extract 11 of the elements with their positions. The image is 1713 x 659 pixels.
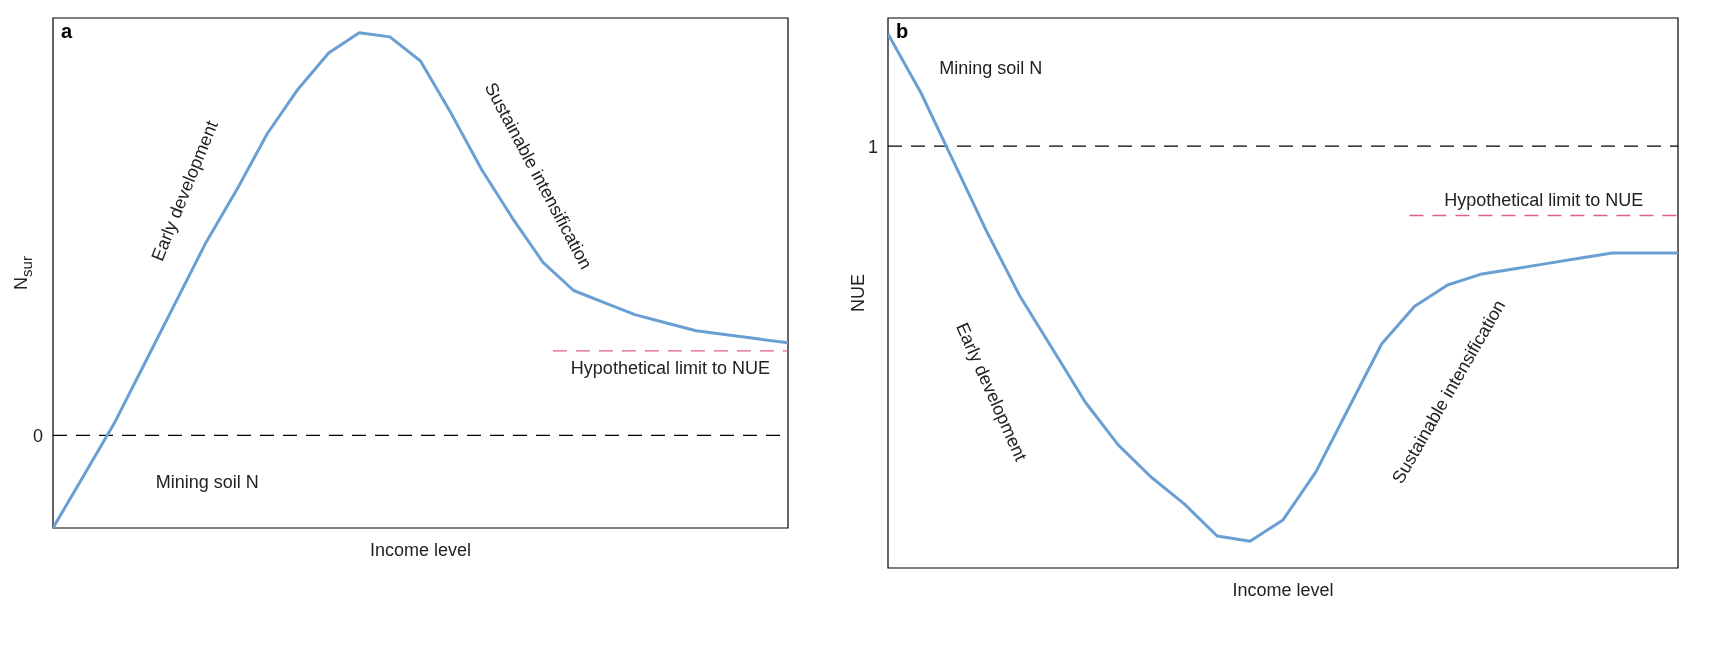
annotation: Mining soil N bbox=[155, 471, 259, 493]
ref-line-label: Hypothetical limit to NUE bbox=[570, 357, 770, 378]
x-axis-title: Income level bbox=[368, 540, 473, 561]
ref-line-label: 0 bbox=[32, 425, 43, 446]
ref-line-label: Hypothetical limit to NUE bbox=[1444, 189, 1644, 210]
x-axis-title: Income level bbox=[1231, 580, 1335, 601]
ref-line-label: 1 bbox=[867, 136, 878, 157]
chart-title: a bbox=[61, 20, 73, 43]
y-axis-title: NUE bbox=[847, 273, 869, 313]
chart-title: b bbox=[896, 20, 909, 43]
annotation: Mining soil N bbox=[939, 57, 1043, 78]
